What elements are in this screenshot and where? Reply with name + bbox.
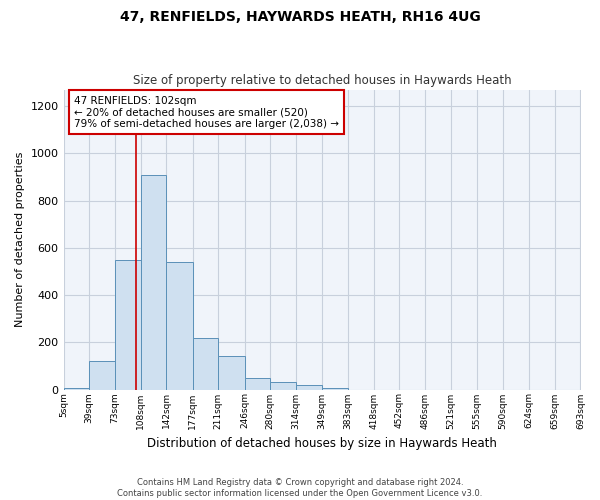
Text: 47, RENFIELDS, HAYWARDS HEATH, RH16 4UG: 47, RENFIELDS, HAYWARDS HEATH, RH16 4UG: [119, 10, 481, 24]
Bar: [141, 174, 166, 390]
Bar: [245, 378, 270, 390]
Y-axis label: Number of detached properties: Number of detached properties: [15, 152, 25, 327]
Bar: [296, 385, 322, 390]
Text: 47 RENFIELDS: 102sqm
← 20% of detached houses are smaller (520)
79% of semi-deta: 47 RENFIELDS: 102sqm ← 20% of detached h…: [74, 96, 339, 129]
Bar: [218, 356, 245, 390]
Bar: [166, 262, 193, 390]
Bar: [89, 361, 115, 390]
Bar: [115, 260, 141, 390]
Bar: [193, 338, 218, 390]
X-axis label: Distribution of detached houses by size in Haywards Heath: Distribution of detached houses by size …: [147, 437, 497, 450]
Bar: [270, 382, 296, 390]
Bar: [322, 388, 347, 390]
Bar: [64, 388, 89, 390]
Text: Contains HM Land Registry data © Crown copyright and database right 2024.
Contai: Contains HM Land Registry data © Crown c…: [118, 478, 482, 498]
Title: Size of property relative to detached houses in Haywards Heath: Size of property relative to detached ho…: [133, 74, 511, 87]
